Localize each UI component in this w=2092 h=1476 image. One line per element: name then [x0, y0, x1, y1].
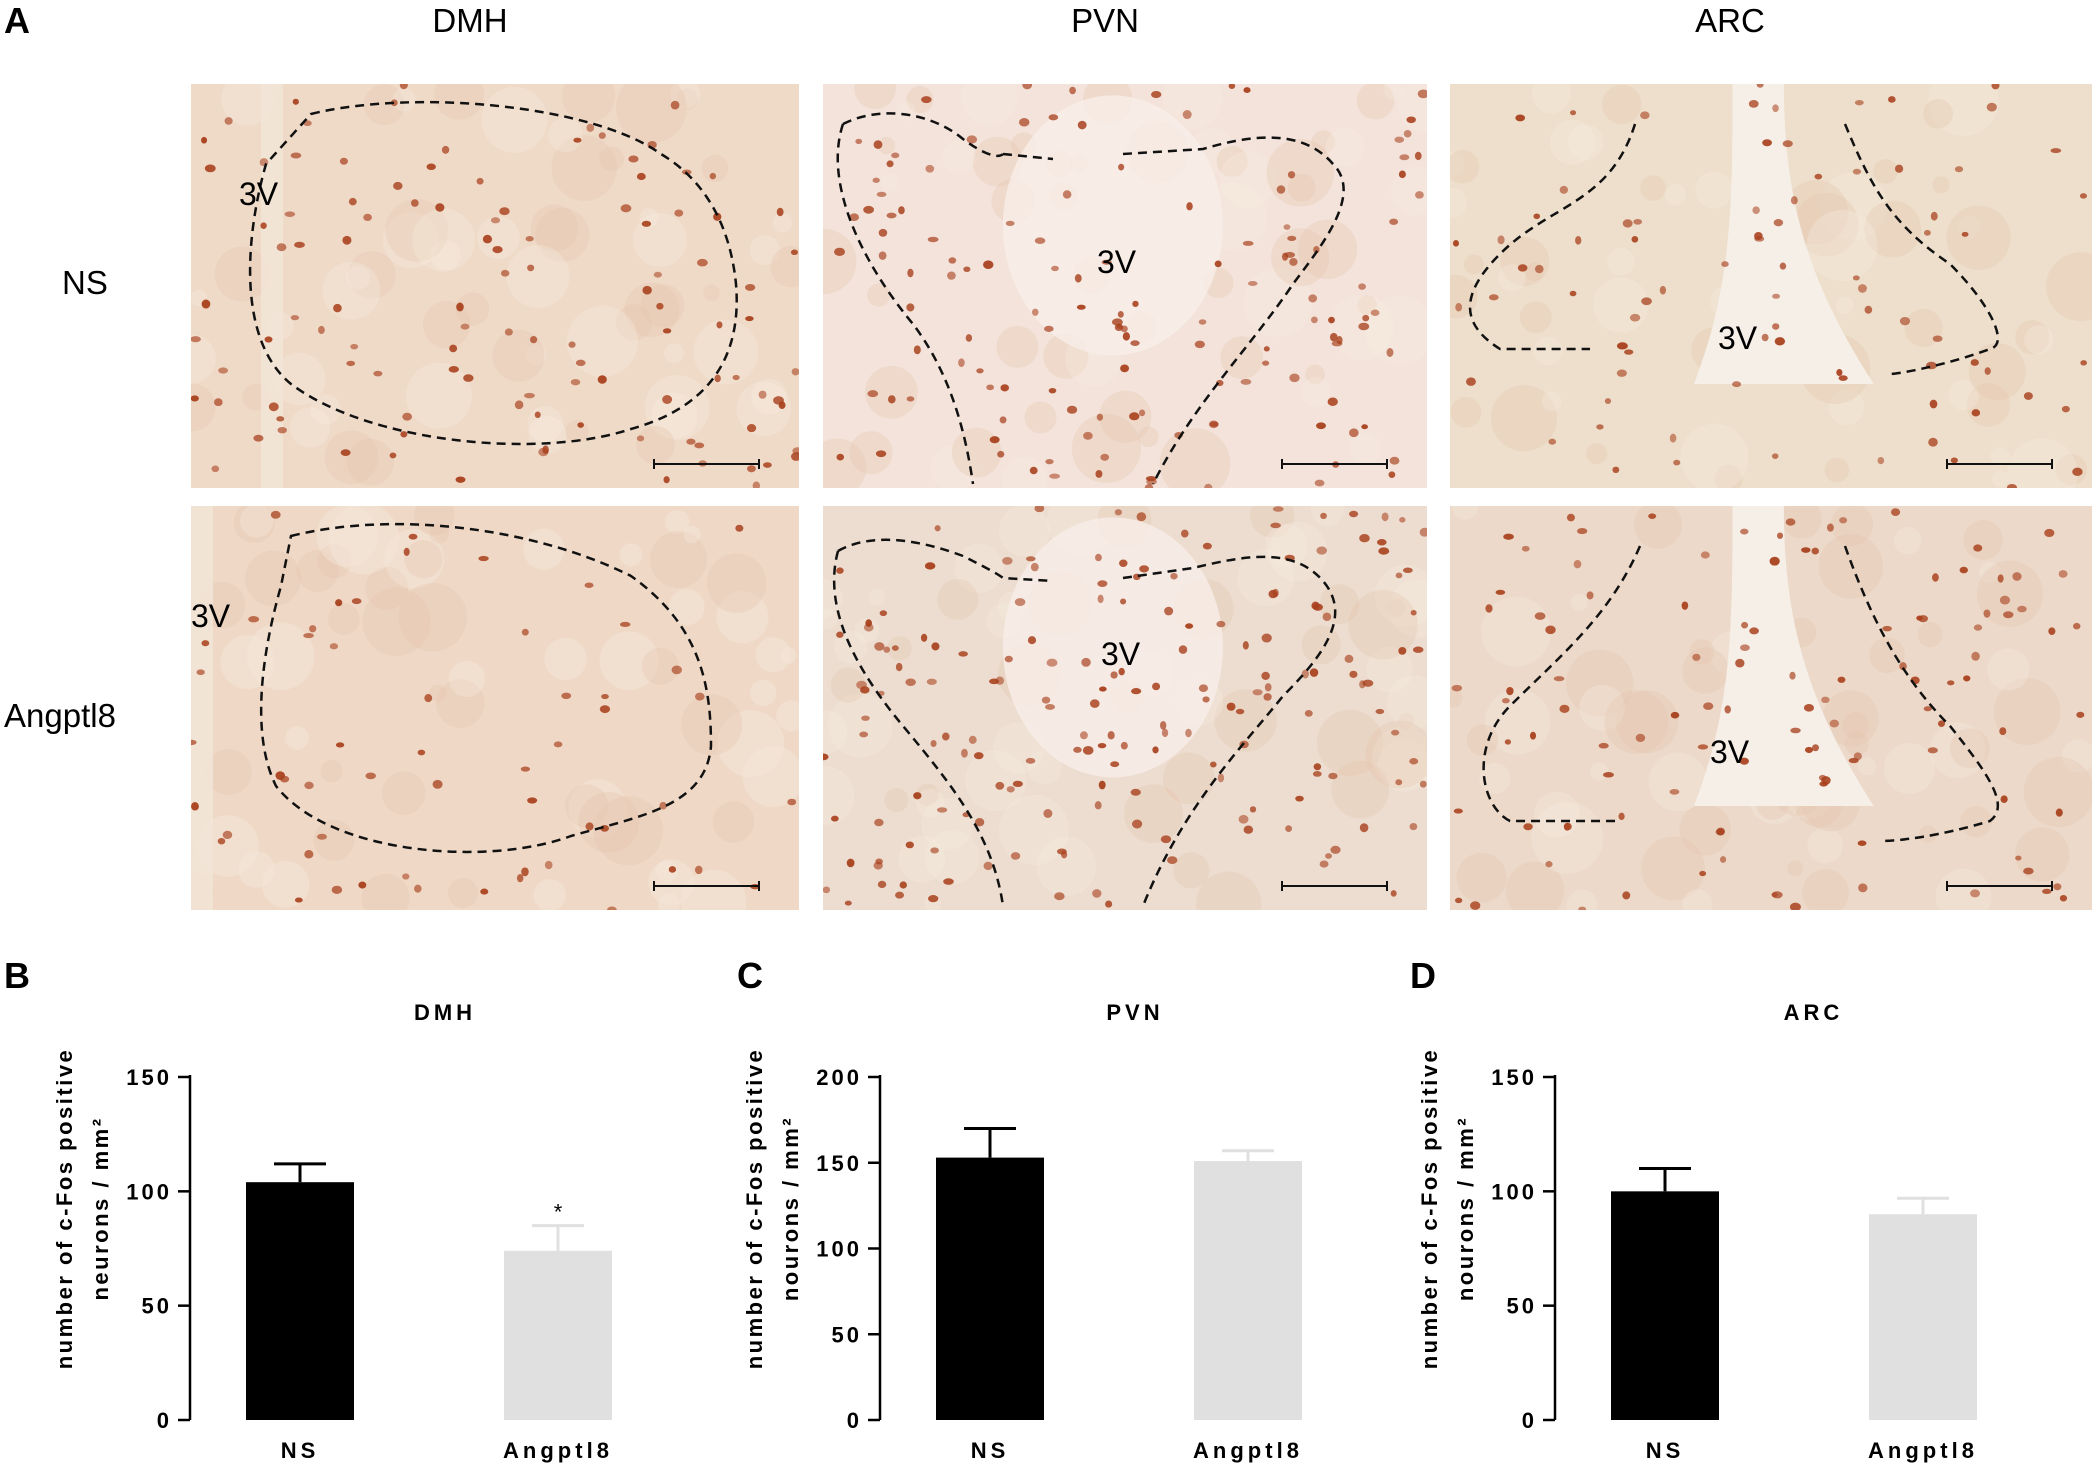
significance-marker: *: [554, 1200, 563, 1225]
panel-letter-a: A: [4, 0, 30, 41]
y-tick-label: 0: [1522, 1408, 1537, 1433]
row-label-angptl8: Angptl8: [4, 697, 116, 734]
micrograph-arc-ns: 3V: [1450, 84, 2092, 488]
ventricle-label: 3V: [239, 176, 279, 212]
y-tick-label: 50: [142, 1294, 172, 1319]
x-tick-label: NS: [1646, 1438, 1685, 1463]
bar-angptl8: [1869, 1214, 1977, 1420]
ventricle-label: 3V: [1718, 320, 1758, 356]
chart-svg: PVN number of c-Fos positive nourons / mm²…: [742, 1000, 1303, 1463]
panel-letter-b: B: [4, 955, 30, 996]
chart-title: ARC: [1784, 1000, 1844, 1025]
micrograph-dmh-ns: 3V: [191, 84, 799, 488]
y-tick-label: 50: [832, 1322, 862, 1347]
ventricle-label: 3V: [1097, 244, 1137, 280]
x-tick-label: NS: [971, 1438, 1010, 1463]
micrograph-dmh-angptl8: 3V: [191, 506, 799, 910]
x-tick-label: Angptl8: [1193, 1438, 1303, 1463]
y-axis-label: number of c-Fos positive: [742, 1048, 767, 1370]
row-label-ns: NS: [62, 264, 108, 301]
bar-ns: [936, 1157, 1044, 1420]
bar-angptl8: [504, 1250, 612, 1420]
x-tick-label: Angptl8: [503, 1438, 613, 1463]
y-tick-label: 0: [157, 1408, 172, 1433]
bar-ns: [246, 1182, 354, 1420]
micrograph-pvn-ns: 3V: [823, 84, 1427, 488]
y-axis-label: neurons / mm²: [88, 1116, 113, 1300]
chart-title: PVN: [1106, 1000, 1163, 1025]
ventricle-label: 3V: [191, 598, 231, 634]
y-tick-label: 150: [816, 1151, 862, 1176]
column-label-arc: ARC: [1695, 2, 1765, 39]
y-tick-label: 50: [1507, 1294, 1537, 1319]
y-tick-label: 150: [1491, 1065, 1537, 1090]
y-tick-label: 100: [816, 1237, 862, 1262]
chart-svg: ARC number of c-Fos positive nourons / mm²…: [1417, 1000, 1978, 1463]
x-tick-label: Angptl8: [1868, 1438, 1978, 1463]
micrograph-arc-angptl8: 3V: [1450, 506, 2092, 910]
bar-chart-dmh: DMH number of c-Fos positive neurons / mm²…: [40, 990, 720, 1471]
ventricle-label: 3V: [1710, 734, 1750, 770]
x-tick-label: NS: [281, 1438, 320, 1463]
chart-title: DMH: [414, 1000, 476, 1025]
micrograph-pvn-angptl8: 3V: [823, 506, 1427, 910]
y-tick-label: 100: [1491, 1179, 1537, 1204]
chart-svg: DMH number of c-Fos positive neurons / mm²…: [52, 1000, 613, 1463]
y-tick-label: 150: [126, 1065, 172, 1090]
bar-chart-pvn: PVN number of c-Fos positive nourons / mm²…: [730, 990, 1410, 1471]
y-axis-label: nourons / mm²: [1453, 1116, 1478, 1301]
ventricle-label: 3V: [1101, 636, 1141, 672]
column-label-pvn: PVN: [1071, 2, 1139, 39]
bar-angptl8: [1194, 1161, 1302, 1420]
panel-letter-d: D: [1410, 955, 1436, 996]
column-label-dmh: DMH: [432, 2, 508, 39]
y-axis-label: number of c-Fos positive: [1417, 1048, 1442, 1370]
y-tick-label: 0: [847, 1408, 862, 1433]
y-tick-label: 100: [126, 1179, 172, 1204]
y-tick-label: 200: [816, 1065, 862, 1090]
bar-chart-arc: ARC number of c-Fos positive nourons / mm²…: [1405, 990, 2092, 1471]
bar-ns: [1611, 1191, 1719, 1420]
y-axis-label: nourons / mm²: [778, 1116, 803, 1301]
panel-letter-c: C: [737, 955, 763, 996]
y-axis-label: number of c-Fos positive: [52, 1048, 77, 1370]
